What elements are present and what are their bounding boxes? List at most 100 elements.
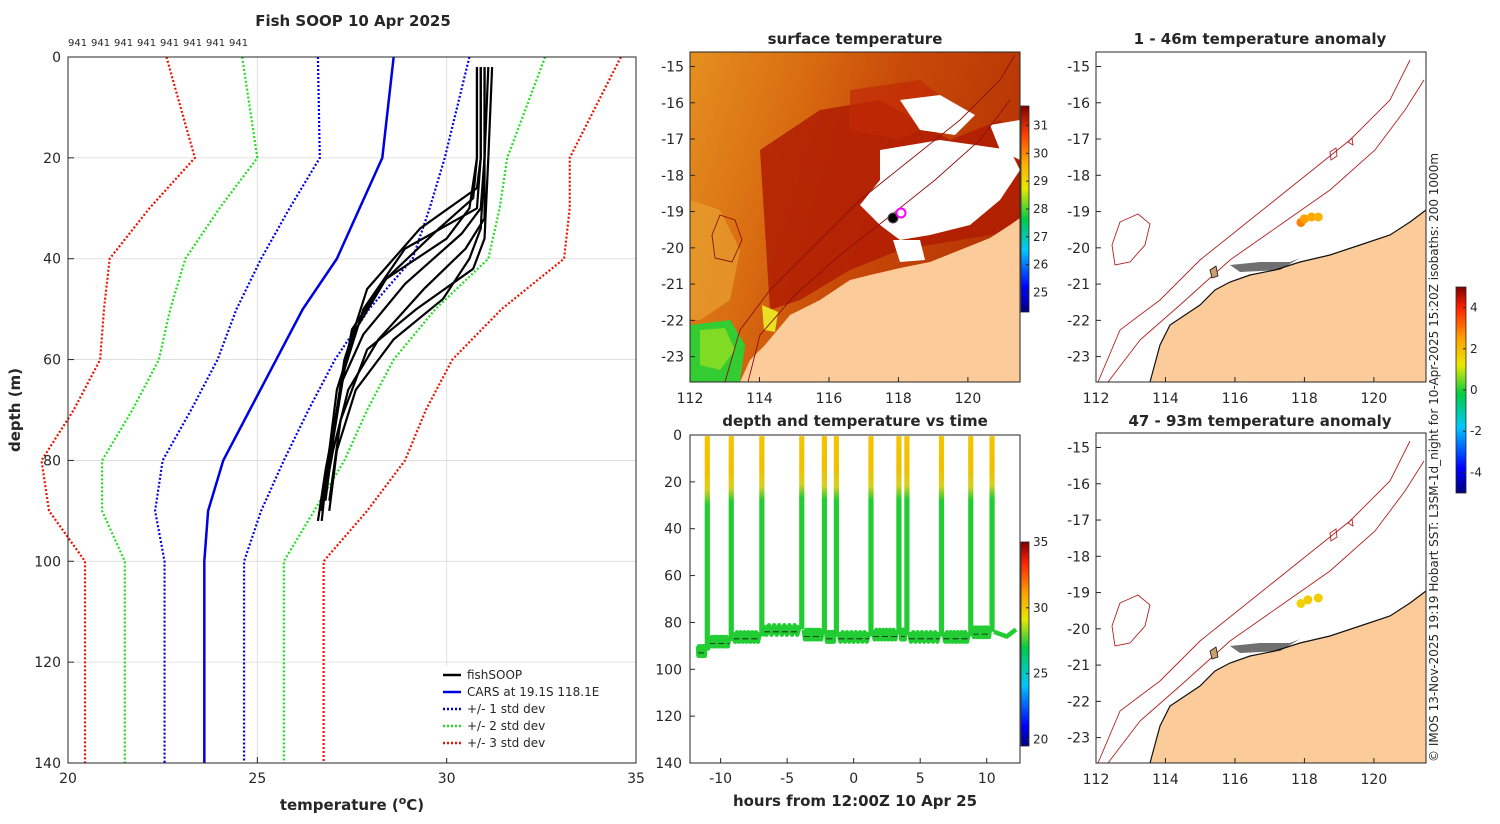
dt-bottom-segment — [870, 627, 900, 642]
sst-y-tick-label: -17 — [661, 132, 684, 148]
a2-y-ticks: -15 -16 -17 -18 -19 -20 -21 -22 -23 — [1067, 441, 1101, 747]
dt-axes-frame — [689, 434, 1021, 764]
sst-cb-tick-label: 30 — [1033, 146, 1048, 160]
profile-x-tick-label: 20 — [59, 771, 77, 787]
dt-y-tick-label: 120 — [655, 709, 682, 725]
profile-y-tick-label: 100 — [34, 554, 61, 570]
dt-cb-tick-label: 20 — [1033, 732, 1048, 746]
a1-y-tick-label: -17 — [1067, 132, 1090, 148]
legend-cars: CARS at 19.1S 118.1E — [467, 685, 599, 699]
a2-anomaly-point — [1296, 598, 1306, 608]
anomaly-cb-tick-label: -4 — [1470, 465, 1482, 479]
a2-map — [1097, 440, 1426, 763]
profile-top-label: 941 — [137, 38, 156, 49]
sst-station-marker — [895, 207, 907, 219]
a2-x-tick-label: 112 — [1083, 772, 1110, 788]
dt-colorbar — [1020, 541, 1030, 747]
a2-x-ticks: 112 114 116 118 120 — [1083, 758, 1387, 788]
sst-cb-tick-label: 31 — [1033, 118, 1048, 132]
sst-station-dot — [887, 212, 899, 224]
sst-cb-tick-label: 25 — [1033, 286, 1048, 300]
sst-y-tick-label: -15 — [661, 60, 684, 76]
a1-x-tick-label: 114 — [1152, 391, 1179, 407]
dt-cast-spike — [704, 436, 710, 651]
profile-minus-2-std — [100, 56, 259, 763]
dt-cast-spike — [968, 436, 974, 637]
a2-y-tick-label: -20 — [1067, 622, 1090, 638]
legend-std2: +/- 2 std dev — [467, 719, 545, 733]
profile-minus-3-std — [40, 56, 197, 763]
sst-x-tick-label: 112 — [677, 391, 704, 407]
sst-y-tick-label: -19 — [661, 205, 684, 221]
a2-land — [1150, 591, 1426, 763]
a1-y-tick-label: -18 — [1067, 168, 1090, 184]
profile-top-labels: 941 941 941 941 941 941 941 941 — [68, 38, 248, 49]
a2-anomaly-point — [1313, 593, 1323, 603]
sst-map-image — [690, 52, 1020, 382]
a2-title: 47 - 93m temperature anomaly — [1128, 412, 1391, 430]
dt-y-tick-label: 20 — [664, 475, 682, 491]
sst-cb-tick-label: 29 — [1033, 174, 1048, 188]
profile-fishsoop-trace — [320, 67, 479, 511]
a2-y-tick-label: -23 — [1067, 731, 1090, 747]
a2-y-tick-label: -22 — [1067, 694, 1090, 710]
anomaly-cb-tick-label: -2 — [1470, 424, 1482, 438]
profile-cars-mean — [203, 56, 395, 763]
a2-y-tick-label: -19 — [1067, 586, 1090, 602]
dt-x-tick-label: 0 — [849, 771, 858, 787]
legend-std1: +/- 1 std dev — [467, 702, 545, 716]
profile-plus-2-std — [282, 56, 547, 763]
profile-top-label: 941 — [91, 38, 110, 49]
sst-cb-tick-label: 28 — [1033, 202, 1048, 216]
a1-x-tick-label: 120 — [1361, 391, 1388, 407]
dt-title: depth and temperature vs time — [722, 412, 988, 430]
a1-anomaly-point — [1313, 212, 1323, 222]
dt-cast-spike — [896, 436, 902, 635]
profile-title: Fish SOOP 10 Apr 2025 — [255, 12, 451, 30]
sst-y-ticks: -15 -16 -17 -18 -19 -20 -21 -22 -23 — [661, 60, 695, 366]
sst-land — [740, 218, 1020, 382]
profile-y-tick-label: 40 — [43, 252, 61, 268]
a1-y-ticks: -15 -16 -17 -18 -19 -20 -21 -22 -23 — [1067, 60, 1101, 366]
profile-top-label: 941 — [206, 38, 225, 49]
profile-x-tick-label: 35 — [627, 771, 645, 787]
sst-y-tick-label: -21 — [661, 277, 684, 293]
sst-x-tick-label: 118 — [885, 391, 912, 407]
anomaly-cb-tick-label: 0 — [1470, 383, 1478, 397]
a1-land — [1150, 210, 1426, 382]
a1-x-tick-label: 116 — [1222, 391, 1249, 407]
dt-y-tick-label: 80 — [664, 615, 682, 631]
anomaly-cb-tick-label: 2 — [1470, 342, 1478, 356]
dt-bottom-segment — [761, 622, 802, 637]
dt-y-ticks: 0 20 40 60 80 100 120 140 — [655, 428, 695, 772]
dt-bottom-segment — [707, 634, 732, 649]
dt-cb-tick-label: 30 — [1033, 601, 1048, 615]
profile-top-label: 941 — [229, 38, 248, 49]
profile-x-ticks: 20 25 30 35 — [59, 757, 645, 787]
profile-std-lines — [40, 56, 622, 763]
dt-cast-spike — [833, 436, 839, 637]
a2-x-tick-label: 118 — [1291, 772, 1318, 788]
dt-x-tick-label: 5 — [916, 771, 925, 787]
dt-bottom-segment — [906, 630, 942, 644]
dt-y-tick-label: 140 — [655, 756, 682, 772]
profile-fishsoop-trace — [320, 67, 482, 512]
credit-text: © IMOS 13-Nov-2025 19:19 Hobart SST: L3S… — [1427, 153, 1441, 762]
dt-cast-spike — [938, 436, 945, 637]
profile-top-label: 941 — [160, 38, 179, 49]
legend-fishsoop: fishSOOP — [467, 668, 522, 682]
sst-title: surface temperature — [768, 30, 943, 48]
dt-x-ticks: -10 -5 0 5 10 — [709, 758, 996, 787]
dt-cast-spike — [799, 436, 805, 630]
legend-std3: +/- 3 std dev — [467, 736, 545, 750]
dt-bottom-segment — [731, 630, 763, 644]
dt-cast-spike — [728, 436, 734, 642]
dt-cast-spike — [821, 436, 827, 635]
a1-map — [1097, 59, 1426, 382]
dt-x-tick-label: 10 — [978, 771, 996, 787]
sst-x-tick-label: 120 — [955, 391, 982, 407]
dt-cast-spike — [989, 436, 995, 632]
profile-panel: Fish SOOP 10 Apr 2025 941 941 941 941 941 941… — [6, 12, 645, 814]
profile-fishsoop-trace — [328, 67, 486, 511]
